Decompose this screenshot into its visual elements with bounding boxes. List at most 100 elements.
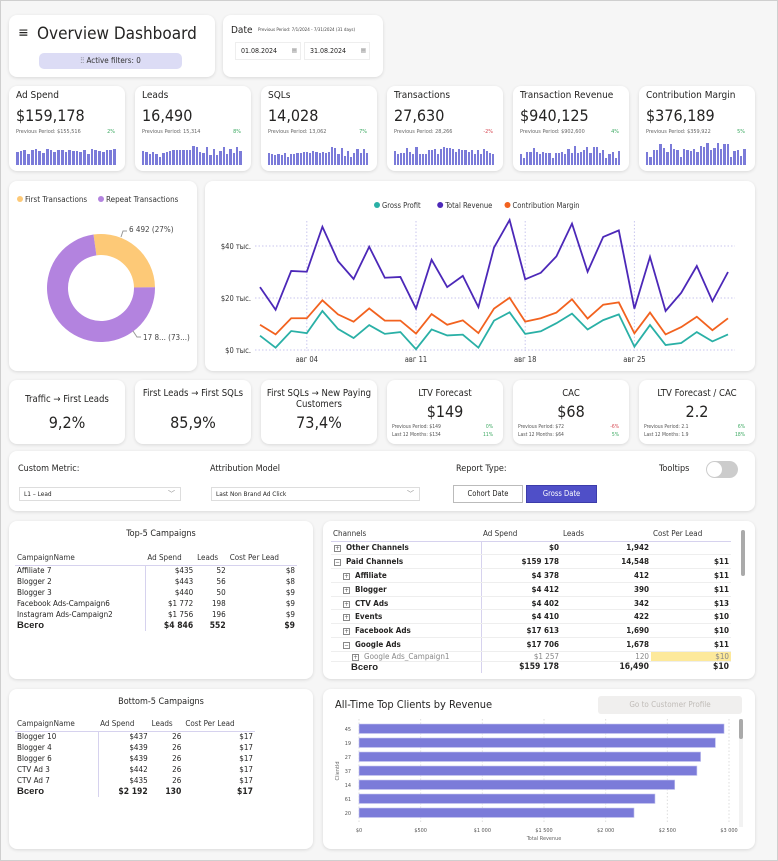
- table-row[interactable]: Blogger 2 $443 56 $8: [15, 576, 297, 587]
- channel-row[interactable]: + Facebook Ads $17 613 1,690 $10: [331, 623, 731, 639]
- first-transactions-slice[interactable]: [93, 234, 155, 288]
- table-row[interactable]: Blogger 3 $440 50 $9: [15, 587, 297, 598]
- gross-date-button[interactable]: Gross Date: [526, 485, 597, 503]
- table-cell: Blogger 2: [15, 576, 146, 587]
- menu-icon[interactable]: ≡: [18, 25, 29, 41]
- ratio-card: CAC $68 Previous Period: $72 -6% Last 12…: [513, 380, 629, 444]
- channel-row[interactable]: + Google Ads_Campaign1 $1 257 120 $10: [331, 651, 731, 662]
- client-bar[interactable]: [358, 751, 701, 762]
- column-header[interactable]: Leads: [149, 717, 184, 732]
- attribution-model-select[interactable]: Last Non Brand Ad Click ﹀: [211, 487, 420, 501]
- client-bar[interactable]: [358, 793, 656, 804]
- channel-row[interactable]: − Paid Channels $159 178 14,548 $11: [331, 554, 731, 570]
- kpi-label: SQLs: [268, 90, 291, 101]
- go-to-customer-profile-button[interactable]: Go to Customer Profile: [598, 696, 742, 714]
- expand-icon[interactable]: +: [343, 600, 350, 608]
- table-cell: $9: [285, 599, 295, 608]
- end-date-input[interactable]: 31.08.2024 ▤: [304, 42, 370, 60]
- spark-bar: [83, 150, 86, 165]
- table-row[interactable]: Facebook Ads-Campaign6 $1 772 198 $9: [15, 598, 297, 609]
- column-header[interactable]: Leads: [195, 551, 228, 566]
- calendar-icon[interactable]: ▤: [291, 47, 297, 54]
- expand-icon[interactable]: +: [352, 653, 359, 661]
- legend-label[interactable]: First Transactions: [25, 195, 87, 204]
- expand-icon[interactable]: +: [334, 545, 341, 553]
- table-row[interactable]: CTV Ad 3 $442 26 $17: [15, 764, 255, 775]
- series-line-total-revenue[interactable]: [259, 217, 729, 313]
- calendar-icon[interactable]: ▤: [360, 47, 366, 54]
- column-header[interactable]: Leads: [561, 527, 651, 542]
- spark-bar: [583, 150, 586, 165]
- spark-bar: [706, 143, 709, 165]
- spark-bar: [723, 144, 726, 165]
- chart-scrollbar[interactable]: [739, 719, 743, 827]
- expand-icon[interactable]: +: [343, 572, 350, 580]
- column-header[interactable]: CampaignName: [15, 717, 99, 732]
- channel-row[interactable]: + CTV Ads $4 402 342 $13: [331, 596, 731, 611]
- scrollbar[interactable]: [741, 530, 745, 576]
- client-bar[interactable]: [358, 765, 698, 776]
- tooltips-toggle[interactable]: [706, 461, 738, 478]
- client-bar[interactable]: [358, 737, 716, 748]
- legend-label[interactable]: Total Revenue: [444, 201, 492, 210]
- column-header[interactable]: Ad Spend: [98, 717, 150, 732]
- cohort-date-button[interactable]: Cohort Date: [453, 485, 523, 503]
- spark-bar: [458, 148, 461, 165]
- column-header[interactable]: Channels: [331, 527, 481, 542]
- legend-label[interactable]: Gross Profit: [382, 201, 421, 210]
- scrollbar-thumb[interactable]: [739, 719, 743, 739]
- collapse-icon[interactable]: −: [343, 641, 350, 649]
- table-cell: 422: [561, 609, 651, 625]
- spark-bar: [586, 146, 589, 165]
- channel-row[interactable]: − Google Ads $17 706 1,678 $11: [331, 637, 731, 652]
- client-bar[interactable]: [358, 807, 635, 818]
- channel-row[interactable]: + Affiliate $4 378 412 $11: [331, 568, 731, 583]
- table-row[interactable]: Affiliate 7 $435 52 $8: [15, 565, 297, 576]
- custom-metric-select[interactable]: L1 – Lead ﹀: [19, 487, 181, 501]
- kpi-value: 27,630: [394, 106, 445, 125]
- column-header[interactable]: Ad Spend: [145, 551, 196, 566]
- channel-row[interactable]: + Events $4 410 422 $10: [331, 609, 731, 625]
- column-header[interactable]: Cost Per Lead: [183, 717, 255, 732]
- channel-row[interactable]: + Other Channels $0 1,942: [331, 541, 731, 556]
- start-date-input[interactable]: 01.08.2024 ▤: [235, 42, 301, 60]
- spark-bar: [554, 153, 557, 165]
- column-header[interactable]: Cost Per Lead: [651, 527, 731, 542]
- table-cell: $17 613: [481, 623, 561, 639]
- series-line-gross-profit[interactable]: [259, 309, 729, 351]
- ratio-value: $68: [557, 402, 585, 421]
- y-tick-label: $0 тыс.: [225, 346, 251, 355]
- table-row[interactable]: CTV Ad 7 $435 26 $17: [15, 775, 255, 786]
- legend-label[interactable]: Contribution Margin: [513, 201, 580, 210]
- column-header[interactable]: CampaignName: [15, 551, 146, 566]
- spark-bar: [464, 149, 467, 165]
- channel-name: Google Ads: [355, 639, 401, 649]
- expand-icon[interactable]: +: [343, 628, 350, 636]
- expand-icon[interactable]: +: [343, 586, 350, 594]
- client-bar[interactable]: [358, 779, 676, 790]
- bottom5-title: Bottom-5 Campaigns: [118, 697, 204, 707]
- spark-bar: [400, 152, 403, 165]
- page-title: Overview Dashboard: [37, 24, 197, 44]
- spark-bar: [666, 151, 669, 165]
- table-row[interactable]: Blogger 4 $439 26 $17: [15, 742, 255, 753]
- column-header[interactable]: Ad Spend: [481, 527, 561, 542]
- spark-bar: [42, 152, 45, 165]
- legend-label[interactable]: Repeat Transactions: [106, 195, 179, 204]
- spark-bar: [461, 149, 464, 165]
- client-bar[interactable]: [358, 723, 725, 734]
- spark-bar: [172, 150, 175, 165]
- active-filters-button[interactable]: ⫶⫶ Active filters: 0: [39, 53, 182, 69]
- expand-icon[interactable]: +: [343, 614, 350, 622]
- table-row[interactable]: Instagram Ads-Campaign2 $1 756 196 $9: [15, 609, 297, 620]
- spark-bar: [602, 149, 605, 165]
- channel-row[interactable]: + Blogger $4 412 390 $11: [331, 582, 731, 597]
- table-row[interactable]: Blogger 10 $437 26 $17: [15, 731, 255, 742]
- column-header[interactable]: Cost Per Lead: [227, 551, 297, 566]
- collapse-icon[interactable]: −: [334, 559, 341, 567]
- table-row[interactable]: Blogger 6 $439 26 $17: [15, 753, 255, 764]
- ratio-label: First Leads → First SQLs: [142, 388, 244, 399]
- repeat-transactions-slice[interactable]: [47, 234, 156, 342]
- series-line-contribution-margin[interactable]: [259, 296, 729, 336]
- channel-name: Other Channels: [346, 543, 409, 553]
